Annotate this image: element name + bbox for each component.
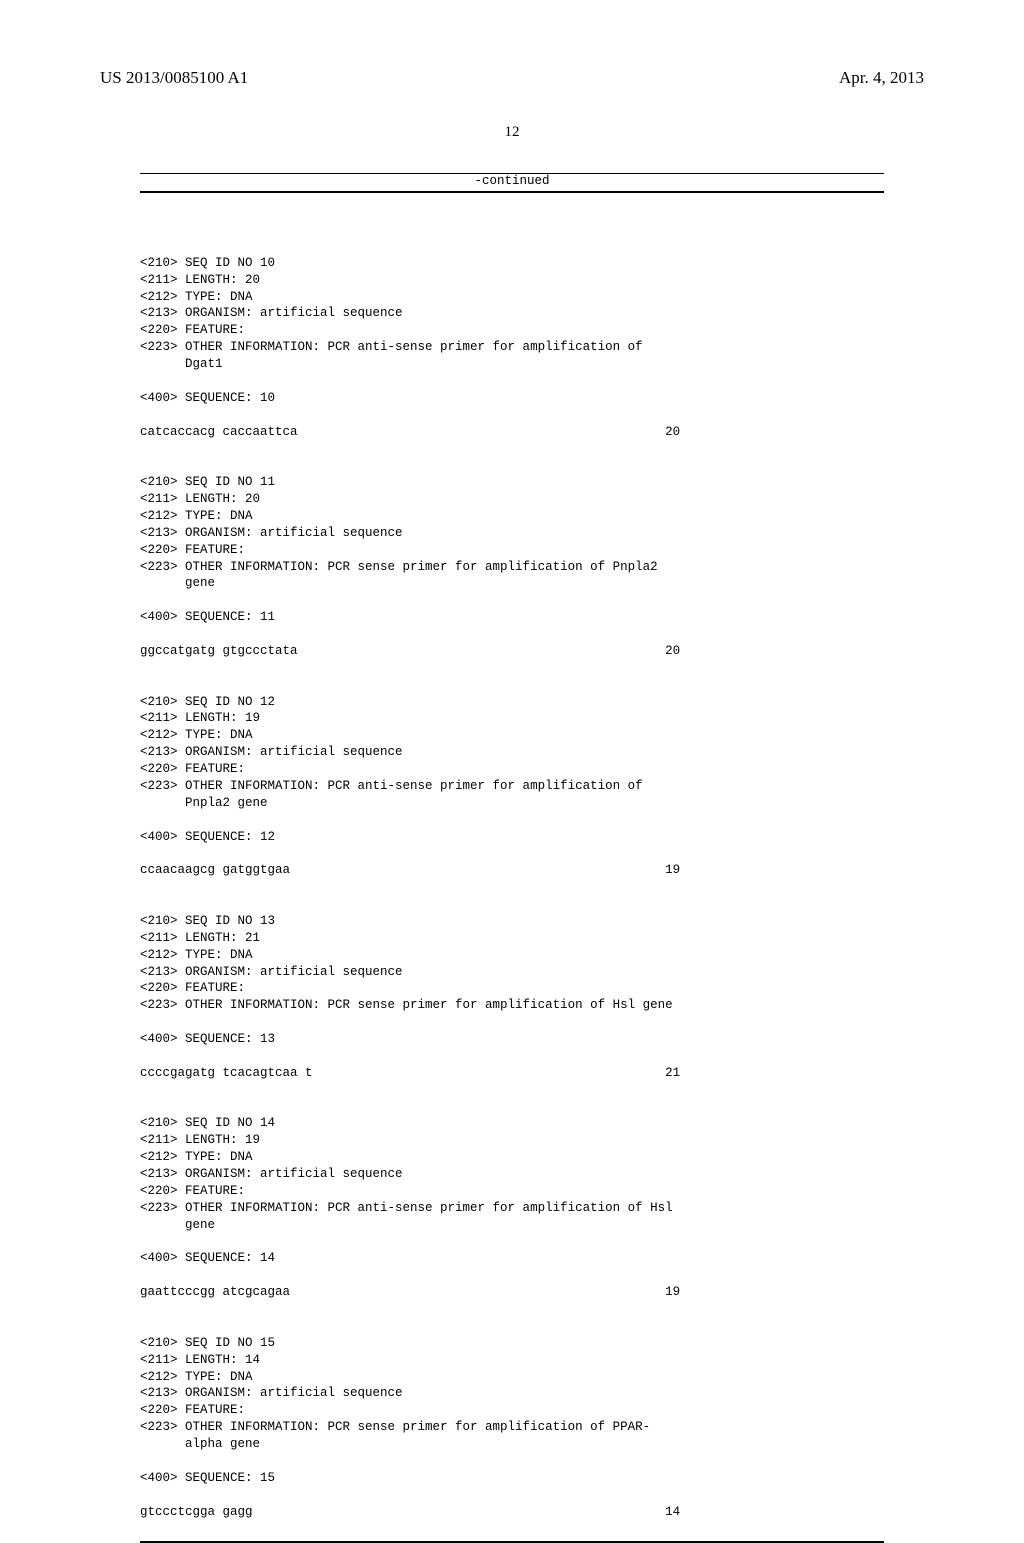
publication-date: Apr. 4, 2013	[839, 68, 924, 88]
publication-number: US 2013/0085100 A1	[100, 68, 248, 88]
continued-label: -continued	[140, 174, 884, 188]
page-number: 12	[0, 124, 1024, 141]
page: US 2013/0085100 A1 Apr. 4, 2013 12 -cont…	[0, 0, 1024, 1320]
sequence-listing-container: -continued <210> SEQ ID NO 10 <211> LENG…	[140, 173, 884, 1543]
sequence-listing: <210> SEQ ID NO 10 <211> LENGTH: 20 <212…	[140, 193, 884, 1537]
page-header: US 2013/0085100 A1 Apr. 4, 2013	[0, 0, 1024, 88]
